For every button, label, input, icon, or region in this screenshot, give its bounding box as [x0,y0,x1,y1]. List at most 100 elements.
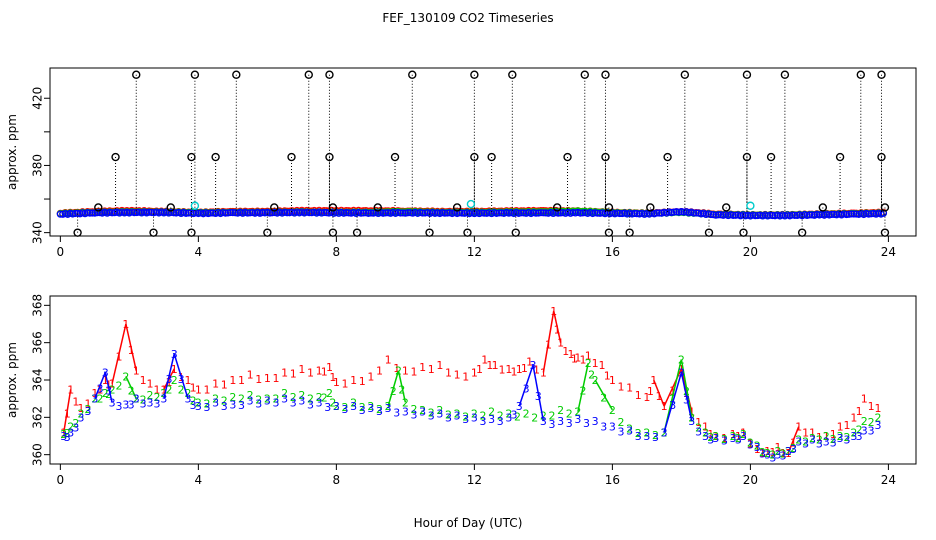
series-3-point [557,209,565,217]
outlier-point [601,152,610,162]
series-2-marker: 2 [395,365,402,378]
series-1-marker: 1 [272,372,279,385]
outlier-point [187,228,196,237]
outlier-point [270,203,279,212]
series-3-point [93,209,101,217]
series-3-marker: 3 [721,435,728,448]
series-2-marker: 2 [264,393,271,406]
series-3-marker: 3 [264,395,271,408]
series-3-point [593,209,602,217]
series-1-marker: 1 [203,383,210,396]
series-1-marker: 1 [545,339,552,352]
series-3-point [569,208,577,217]
series-1-spike [787,426,800,454]
series-1-marker: 1 [526,355,533,368]
series-1-marker: 1 [802,426,809,439]
series-2-marker: 2 [557,404,564,417]
outlier-point [877,70,886,79]
series-3-marker: 3 [462,413,469,426]
series-1-marker: 1 [550,305,557,318]
outlier-point [580,70,589,79]
series-1-marker: 1 [759,447,766,460]
series-2-marker: 2 [316,391,323,404]
series-3-marker: 3 [140,397,147,410]
top-x-tick-label: 8 [333,245,341,259]
series-3-marker: 3 [678,367,685,380]
series-2-marker: 2 [780,448,787,461]
series-3-marker: 3 [91,393,98,406]
series-3-spike [94,372,106,399]
series-1-spike [552,310,562,343]
series-1-marker: 1 [780,447,787,460]
series-1-marker: 1 [78,402,85,415]
series-3-marker: 3 [393,407,400,420]
outlier-point [880,228,890,237]
outlier-point [742,152,752,162]
series-3-point [690,209,698,217]
series-2-marker: 2 [91,393,98,406]
series-3-marker: 3 [67,426,74,439]
series-1-marker: 1 [153,383,160,396]
series-1-marker: 1 [795,421,802,434]
figure-title: FEF_130109 CO2 Timeseries [382,11,553,25]
series-1-marker: 1 [837,421,844,434]
series-2-marker: 2 [735,432,742,445]
series-3-point [754,211,762,220]
series-3-marker: 3 [695,425,702,438]
series-1-marker: 1 [511,366,518,379]
series-3-point [539,209,547,217]
series-2-marker: 2 [67,421,74,434]
series-2-marker: 2 [109,383,116,396]
series-3-point [207,209,215,217]
top-marks [56,70,890,237]
series-1-marker: 1 [60,426,67,439]
series-1-marker: 1 [655,390,662,403]
series-3-marker: 3 [780,450,787,463]
outlier-point [604,228,614,237]
outlier-point [856,70,865,79]
series-1-marker: 1 [402,365,409,378]
series-3-marker: 3 [133,393,140,406]
series-3-point [616,209,624,218]
series-2-marker: 2 [454,408,461,421]
series-3-point [399,209,407,217]
series-2-marker: 2 [764,447,771,460]
series-3-point [86,209,94,217]
series-3-marker: 3 [281,393,288,406]
outlier-point [211,152,220,162]
series-2-marker: 2 [436,404,443,417]
series-1-marker: 1 [133,365,140,378]
series-3-marker: 3 [445,411,452,424]
series-1-marker: 1 [647,385,654,398]
series-2-marker: 2 [809,432,816,445]
series-2-marker: 2 [290,391,297,404]
series-3-marker: 3 [618,425,625,438]
series-3-point [229,209,237,217]
outlier-point [663,152,672,162]
series-3-marker: 3 [190,399,197,412]
series-2-marker: 2 [790,442,797,455]
series-2-marker: 2 [769,449,776,462]
outlier-point [722,203,731,212]
series-3-marker: 3 [497,415,504,428]
top-y-tick-label: 420 [31,87,45,110]
outlier-point [304,70,313,79]
series-3-marker: 3 [712,432,719,445]
series-3-point [495,209,503,217]
series-3-point [579,209,587,217]
outlier-point [511,228,520,237]
series-3-point [845,210,853,218]
outlier-point [325,70,334,79]
series-2-marker: 2 [643,426,650,439]
series-1-marker: 1 [264,372,271,385]
series-1-marker: 1 [626,381,633,394]
series-2-marker: 2 [740,428,747,441]
series-3-marker: 3 [764,449,771,462]
series-2-marker: 2 [683,385,690,398]
series-2-marker: 2 [580,384,587,397]
series-3-point [147,208,156,217]
series-3-spike [163,353,175,399]
series-3-point [537,209,545,217]
series-2-marker: 2 [60,428,67,441]
